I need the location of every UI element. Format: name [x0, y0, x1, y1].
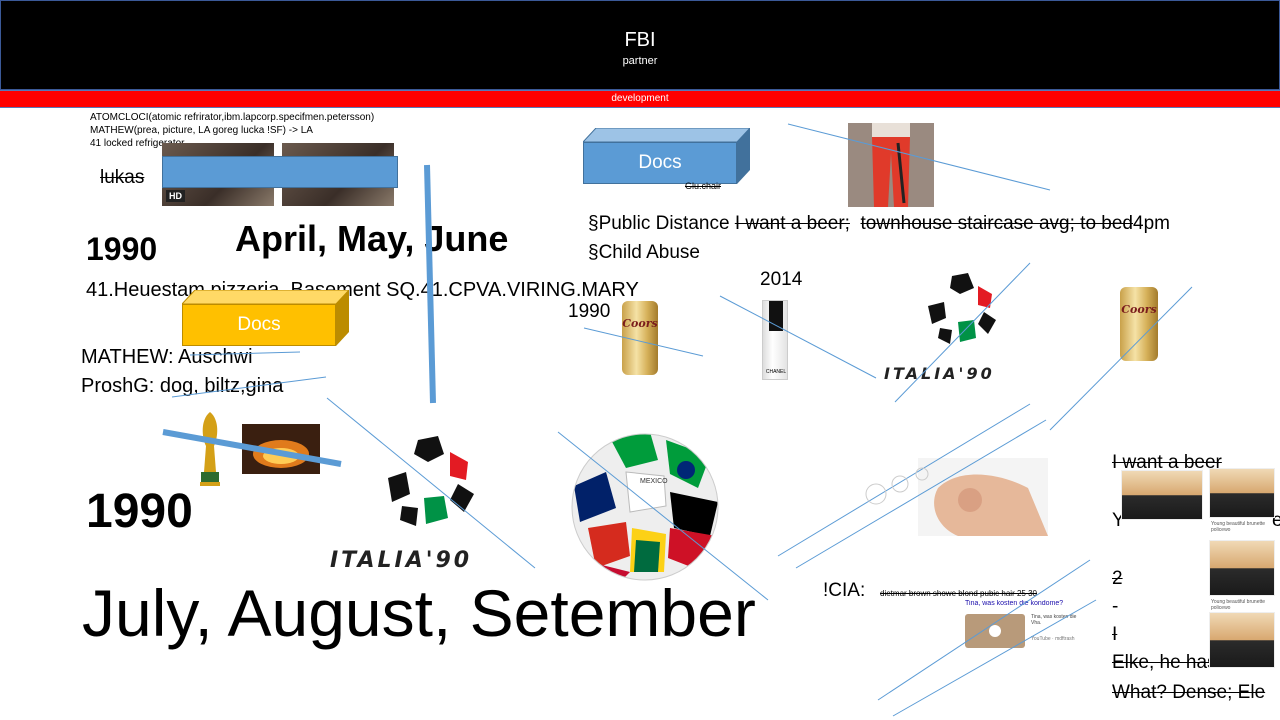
right-line-4: -: [1112, 596, 1119, 617]
docs-box-side: [737, 128, 750, 184]
ball-label: MEXICO: [640, 478, 668, 485]
chanel-bottle: CHANEL: [762, 300, 788, 380]
police-caption-1: Young beautiful brunette policewo: [1211, 521, 1266, 533]
youtube-title[interactable]: Tina, was kosten die kondome?: [965, 600, 1064, 607]
months-q3-heading: July, August, Setember: [82, 576, 756, 650]
public-distance-prefix: §Public Distance: [588, 213, 730, 234]
banner-label: development: [611, 93, 669, 104]
proshg-line: ProshG: dog, biltz,gina: [81, 375, 284, 397]
youtube-source: YouTube · mdftrash: [1031, 636, 1075, 642]
docs-yellow-top: [180, 289, 351, 305]
blue-rectangle: [162, 156, 398, 188]
note-line-3: 41 locked refrigerator: [90, 138, 185, 149]
hd-badge: HD: [166, 190, 185, 202]
bottle-label: CHANEL: [765, 369, 787, 375]
mathew-line: MATHEW: Auschwi: [81, 346, 253, 368]
red-pants-photo: [848, 123, 934, 207]
glu-chair-label: Glu.chair: [685, 181, 722, 191]
coors-can-2: Coors: [1120, 287, 1158, 361]
lukas-label: lukas: [100, 167, 145, 188]
right-line-1: I want a beer: [1112, 452, 1222, 473]
flags-soccer-ball-icon: MEXICO: [570, 432, 720, 582]
header-subtitle: partner: [622, 55, 658, 67]
bottle-cap: [769, 301, 783, 331]
coors-label-2: Coors: [1121, 303, 1157, 316]
police-caption-2: Young beautiful brunette policewo: [1211, 599, 1266, 611]
year-2014: 2014: [760, 269, 803, 290]
notes-block: ATOMCLOCI(atomic refrirator,ibm.lapcorp.…: [90, 111, 420, 150]
play-icon: [989, 625, 1001, 637]
note-line-2: MATHEW(prea, picture, LA goreg lucka !SF…: [90, 125, 313, 136]
cia-strike-text: dietmar brown showe blond pubic hair 25 …: [880, 589, 1037, 598]
public-distance-strike-2: townhouse staircase avg; to bed: [860, 213, 1134, 234]
italia-90-wordmark-2: ITALIA'90: [884, 364, 995, 383]
youtube-thumbnail[interactable]: [965, 614, 1025, 648]
address-line: 41.Heuestam pizzeria, Basement SQ.41.CPV…: [86, 279, 639, 301]
italia-90-wordmark: ITALIA'90: [330, 548, 473, 573]
development-banner: development: [0, 90, 1280, 108]
police-photo-4: [1209, 612, 1275, 668]
docs-box-top: [581, 127, 752, 143]
months-q2-heading: April, May, June: [235, 218, 509, 259]
right-line-3: 2: [1112, 568, 1123, 589]
public-distance-line: §Public Distance I want a beer; townhous…: [588, 213, 1170, 235]
docs-button-blue[interactable]: Docs: [583, 142, 737, 184]
italia-90-mascot-icon: [378, 428, 484, 540]
docs-yellow-side: [336, 290, 349, 346]
public-distance-suffix: 4pm: [1133, 213, 1170, 234]
italia-90-mascot-icon-2: [922, 268, 1004, 354]
police-photo-3: [1209, 540, 1275, 596]
coors-label-1: Coors: [622, 317, 658, 330]
police-photo-2: [1209, 468, 1275, 518]
public-distance-strike-1: I want a beer;: [734, 213, 850, 234]
police-photo-1: [1121, 470, 1203, 520]
youtube-result-card[interactable]: Tina, was kosten die kondome? Tina, was …: [965, 600, 1081, 650]
finger-photo: [918, 458, 1048, 536]
coors-can-1: Coors: [622, 301, 658, 375]
header-title: FBI: [624, 29, 656, 51]
year-1990-small: 1990: [568, 301, 611, 322]
youtube-desc: Tina, was kosten die Vha.: [1031, 614, 1077, 626]
cia-label: !CIA:: [823, 580, 866, 601]
child-abuse-line: §Child Abuse: [588, 242, 700, 263]
world-cup-trophy-icon: [196, 410, 224, 488]
year-1990-top: 1990: [86, 231, 158, 267]
right-line-7: What? Dense; Ele: [1112, 682, 1266, 703]
pizza-oven-photo: [242, 424, 320, 474]
year-1990-big: 1990: [86, 485, 193, 538]
right-line-5: I: [1112, 624, 1118, 645]
note-line-1: ATOMCLOCI(atomic refrirator,ibm.lapcorp.…: [90, 112, 375, 123]
header-bar: FBI partner: [0, 0, 1280, 90]
docs-button-yellow[interactable]: Docs: [182, 304, 336, 346]
right-line-2-end: e: [1272, 510, 1280, 531]
